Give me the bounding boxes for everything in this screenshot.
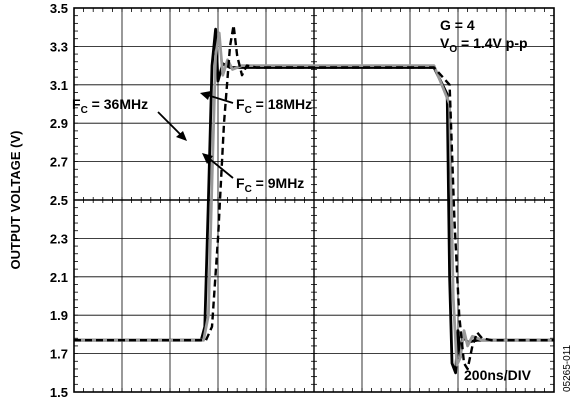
- vo-text: VO = 1.4V p-p: [440, 35, 528, 55]
- fc9-callout: FC = 9MHz: [202, 153, 304, 195]
- timebase-label: 200ns/DIV: [464, 367, 532, 383]
- series-line-fc18: [74, 31, 554, 367]
- y-tick-label: 2.3: [50, 231, 68, 246]
- fc18-label: FC = 18MHz: [236, 96, 312, 116]
- y-tick-label: 1.7: [50, 347, 68, 362]
- y-tick-label: 3.5: [50, 1, 68, 16]
- fc36-arrowhead: [176, 131, 187, 141]
- y-tick-label: 2.9: [50, 116, 68, 131]
- fc36-label: FC = 36MHz: [72, 96, 148, 116]
- series-line-fc9: [74, 24, 554, 371]
- fc18-callout: FC = 18MHz: [200, 91, 312, 116]
- fc18-arrowhead: [200, 91, 211, 100]
- y-tick-label: 2.5: [50, 193, 68, 208]
- y-tick-label: 3.1: [50, 78, 68, 93]
- gain-annotation: G = 4 VO = 1.4V p-p: [440, 17, 528, 55]
- y-tick-label: 3.3: [50, 39, 68, 54]
- fc9-label: FC = 9MHz: [236, 175, 304, 195]
- y-tick-label: 1.9: [50, 308, 68, 323]
- figure-id: 05265-011: [562, 344, 573, 392]
- series-lines: [74, 24, 554, 375]
- y-tick-label: 2.1: [50, 270, 68, 285]
- fc9-arrow: [205, 155, 234, 179]
- fc36-arrow: [157, 111, 185, 139]
- y-tick-labels: 1.5 1.7 1.9 2.1 2.3 2.5 2.7 2.9 3.1 3.3 3.5: [50, 1, 68, 400]
- gain-text: G = 4: [440, 17, 475, 33]
- plot-frame: [73, 7, 555, 393]
- y-tick-label: 1.5: [50, 385, 68, 400]
- fc9-arrowhead: [202, 153, 213, 164]
- y-tick-label: 2.7: [50, 155, 68, 170]
- y-axis-label: OUTPUT VOLTAGE (V): [8, 131, 23, 270]
- fc36-callout: FC = 36MHz: [72, 96, 187, 141]
